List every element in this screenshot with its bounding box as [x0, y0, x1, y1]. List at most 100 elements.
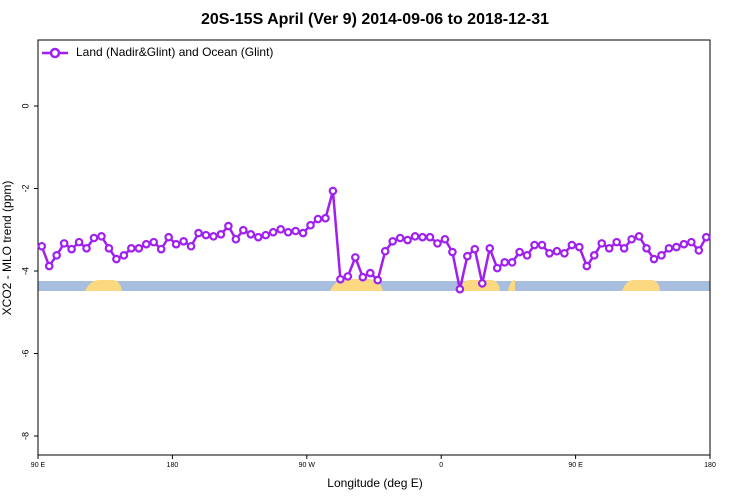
data-point: [657, 251, 666, 260]
data-point: [649, 254, 659, 264]
data-point: [59, 239, 69, 248]
data-point: [358, 272, 368, 282]
data-point: [410, 232, 420, 241]
data-point: [604, 244, 614, 253]
data-point: [619, 244, 629, 253]
data-point: [149, 237, 159, 247]
data-point: [463, 251, 472, 261]
data-point: [440, 234, 450, 244]
data-point: [171, 239, 181, 249]
data-point: [156, 244, 166, 254]
data-point: [224, 221, 233, 231]
y-tick-label: -6: [20, 350, 30, 358]
chart-title: 20S-15S April (Ver 9) 2014-09-06 to 2018…: [201, 11, 549, 28]
data-point: [537, 240, 547, 250]
data-point: [664, 244, 674, 253]
data-point: [179, 237, 188, 246]
y-tick-label: 0: [20, 103, 30, 108]
data-point: [530, 240, 539, 250]
data-point: [306, 220, 315, 230]
data-point: [209, 232, 218, 241]
x-tick-label: 90 E: [31, 462, 46, 469]
data-point: [231, 234, 241, 244]
data-point: [388, 237, 397, 246]
data-point: [545, 248, 554, 258]
y-tick-label: -4: [20, 267, 30, 275]
data-point: [500, 258, 509, 267]
x-axis-label: Longitude (deg E): [327, 476, 422, 490]
data-point: [597, 239, 607, 248]
y-tick-label: -2: [20, 185, 30, 193]
land-band: [85, 280, 122, 291]
data-point: [507, 258, 517, 267]
data-point: [298, 228, 308, 238]
x-tick-label: 180: [167, 462, 179, 469]
data-point: [642, 244, 651, 253]
data-point: [141, 239, 151, 249]
data-point: [582, 261, 592, 271]
x-tick-label: 90 W: [299, 462, 316, 469]
data-point: [679, 239, 689, 249]
data-point: [515, 247, 524, 257]
data-point: [276, 225, 285, 234]
data-point: [418, 232, 427, 242]
data-point: [575, 242, 584, 252]
data-point: [567, 240, 577, 250]
data-point: [395, 233, 405, 243]
data-point: [687, 237, 696, 247]
data-point: [216, 229, 226, 239]
y-tick-label: -8: [20, 432, 30, 440]
data-point: [67, 244, 76, 254]
data-point: [44, 261, 54, 271]
data-point: [37, 241, 47, 251]
data-point: [291, 226, 300, 236]
data-point: [365, 268, 375, 278]
data-point: [82, 244, 91, 253]
data-point: [343, 272, 353, 281]
data-point: [194, 228, 203, 238]
data-point: [448, 247, 457, 257]
x-tick-label: 0: [439, 462, 443, 469]
data-point: [522, 251, 532, 260]
data-point: [253, 232, 263, 242]
land-band: [508, 280, 515, 291]
data-point: [380, 246, 390, 256]
land-band: [622, 280, 660, 291]
data-point: [425, 232, 435, 242]
data-point: [186, 241, 196, 251]
data-point: [321, 213, 330, 223]
data-point: [89, 233, 99, 243]
data-point: [477, 279, 487, 288]
data-point: [134, 244, 144, 253]
data-point: [403, 235, 412, 245]
data-point: [283, 227, 293, 237]
data-point: [119, 251, 129, 260]
data-point: [261, 230, 271, 240]
data-point: [127, 244, 136, 253]
x-tick-label: 180: [704, 462, 716, 469]
data-point: [246, 229, 256, 239]
data-point: [694, 246, 704, 255]
data-point: [634, 232, 644, 241]
data-point: [672, 242, 681, 252]
data-point: [485, 244, 495, 253]
legend-marker: [49, 47, 61, 59]
data-point: [201, 230, 211, 240]
data-point: [328, 186, 338, 196]
data-point: [627, 234, 636, 244]
data-point: [433, 239, 442, 248]
data-point: [112, 254, 121, 264]
y-axis-label: XCO2 - MLO trend (ppm): [0, 181, 14, 316]
data-point: [492, 263, 502, 273]
data-point: [373, 275, 383, 285]
legend-label: Land (Nadir&Glint) and Ocean (Glint): [76, 45, 273, 59]
data-point: [455, 284, 465, 294]
data-point: [701, 232, 711, 242]
data-point: [589, 251, 599, 260]
x-tick-label: 90 E: [568, 462, 583, 469]
data-point: [612, 237, 621, 247]
data-point: [268, 227, 278, 237]
data-point: [74, 237, 84, 247]
data-point: [470, 244, 480, 254]
